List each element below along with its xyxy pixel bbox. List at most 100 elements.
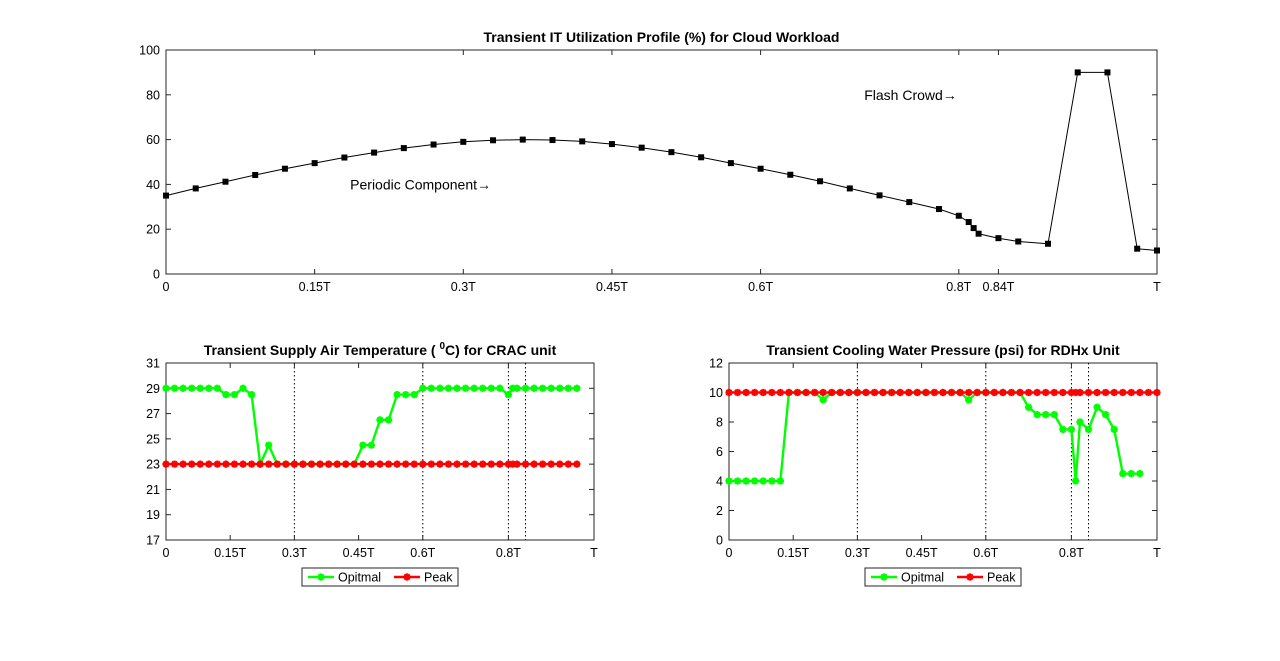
crac-data-point [239,384,247,392]
crac-data-point [564,384,572,392]
rdhx-data-point [751,388,759,397]
rdhx-data-point [879,388,887,397]
rdhx-legend: Opitmal Peak [864,567,1022,587]
crac-data-point [367,441,376,449]
rdhx-data-point [930,388,939,397]
crac-ytick-label: 17 [146,534,160,548]
crac-data-point [384,416,393,424]
rdhx-data-point [1067,425,1075,433]
rdhx-data-point [1102,411,1110,419]
rdhx-legend-box [864,567,1022,587]
rdhx-ytick-label: 6 [716,445,723,459]
rdhx-data-point [965,396,973,404]
rdhx-data-point [776,477,784,485]
crac-data-point [470,384,478,392]
crac-data-point [539,384,547,392]
rdhx-xtick-label: 0.15T [777,546,809,560]
rdhx-data-point [768,388,776,397]
rdhx-data-point [819,396,827,404]
crac-ytick-label: 23 [146,458,160,472]
crac-data-point [333,460,341,468]
rdhx-data-point [1025,388,1033,397]
rdhx-data-point [785,388,793,397]
top-data-point [608,141,615,148]
rdhx-series-peak [725,388,1161,397]
crac-data-point [556,460,564,468]
top-data-point [192,185,199,192]
top-data-point [519,136,526,143]
top-ytick-label: 40 [146,178,160,192]
crac-data-point [556,384,564,392]
rdhx-data-point [751,477,759,485]
top-data-point [995,235,1002,242]
rdhx-data-point [1136,388,1144,397]
rdhx-data-point [939,388,947,397]
top-ytick-label: 20 [146,223,160,237]
crac-data-point [419,384,427,392]
rdhx-data-point [1072,388,1080,397]
crac-chart: 17 19 21 23 25 27 29 31 0 0.15T 0.3T 0.45T 0.6T 0.8T T… [146,341,598,587]
top-data-point [668,149,675,156]
crac-data-point [162,384,170,392]
rdhx-legend-marker [880,573,888,581]
crac-xtick-label: 0.15T [214,546,246,560]
crac-data-point [504,460,512,468]
crac-data-point [496,460,504,468]
top-data-point [1104,69,1111,76]
crac-data-point [196,384,204,392]
top-data-point [1154,247,1160,254]
crac-data-point [273,460,281,468]
top-xtick-label: 0.6T [748,280,773,294]
crac-data-point [359,441,367,449]
crac-data-point [222,460,230,468]
rdhx-data-point [1093,388,1101,397]
crac-data-point [436,460,444,468]
crac-data-point [230,460,239,468]
rdhx-ytick-label: 10 [709,386,723,400]
top-data-point [371,149,378,156]
crac-ytick-label: 19 [146,508,160,522]
top-data-point [846,185,853,192]
rdhx-data-point [888,388,896,397]
crac-data-point [462,460,470,468]
crac-data-point [530,460,538,468]
crac-data-point [564,460,572,468]
crac-data-point [265,460,273,468]
crac-data-point [299,460,307,468]
rdhx-data-point [1059,388,1067,397]
rdhx-data-point [982,388,990,397]
rdhx-data-point [725,477,733,485]
rdhx-data-point [1110,388,1118,397]
top-xtick-label: 0.15T [299,280,331,294]
rdhx-data-point [1084,425,1093,433]
crac-xtick-label: 0.45T [343,546,375,560]
top-data-point [490,137,497,144]
top-series-line [165,71,1158,251]
rdhx-data-point [819,388,827,397]
crac-data-point [453,384,461,392]
top-data-point [817,178,824,185]
top-data-point [757,165,764,172]
top-xtick-label: 0.3T [451,280,476,294]
rdhx-legend-marker [966,573,974,581]
top-data-point [1044,240,1051,247]
top-data-point [638,144,645,151]
rdhx-data-point [1127,470,1135,478]
rdhx-data-point [793,388,802,397]
top-xtick-label: 0.45T [596,280,628,294]
rdhx-data-point [1153,388,1161,397]
rdhx-data-point [828,388,836,397]
rdhx-data-point [1016,388,1024,397]
rdhx-data-point [956,388,964,397]
rdhx-data-point [768,477,776,485]
rdhx-data-point [1119,470,1127,478]
crac-title: Transient Supply Air Temperature ( 0C) f… [204,341,557,358]
top-data-point [400,145,407,152]
rdhx-data-point [1084,388,1093,397]
crac-ytick-label: 25 [146,432,160,446]
rdhx-data-point [1033,388,1041,397]
crac-data-point [530,384,538,392]
top-data-point [430,141,437,148]
crac-data-point [444,460,453,468]
